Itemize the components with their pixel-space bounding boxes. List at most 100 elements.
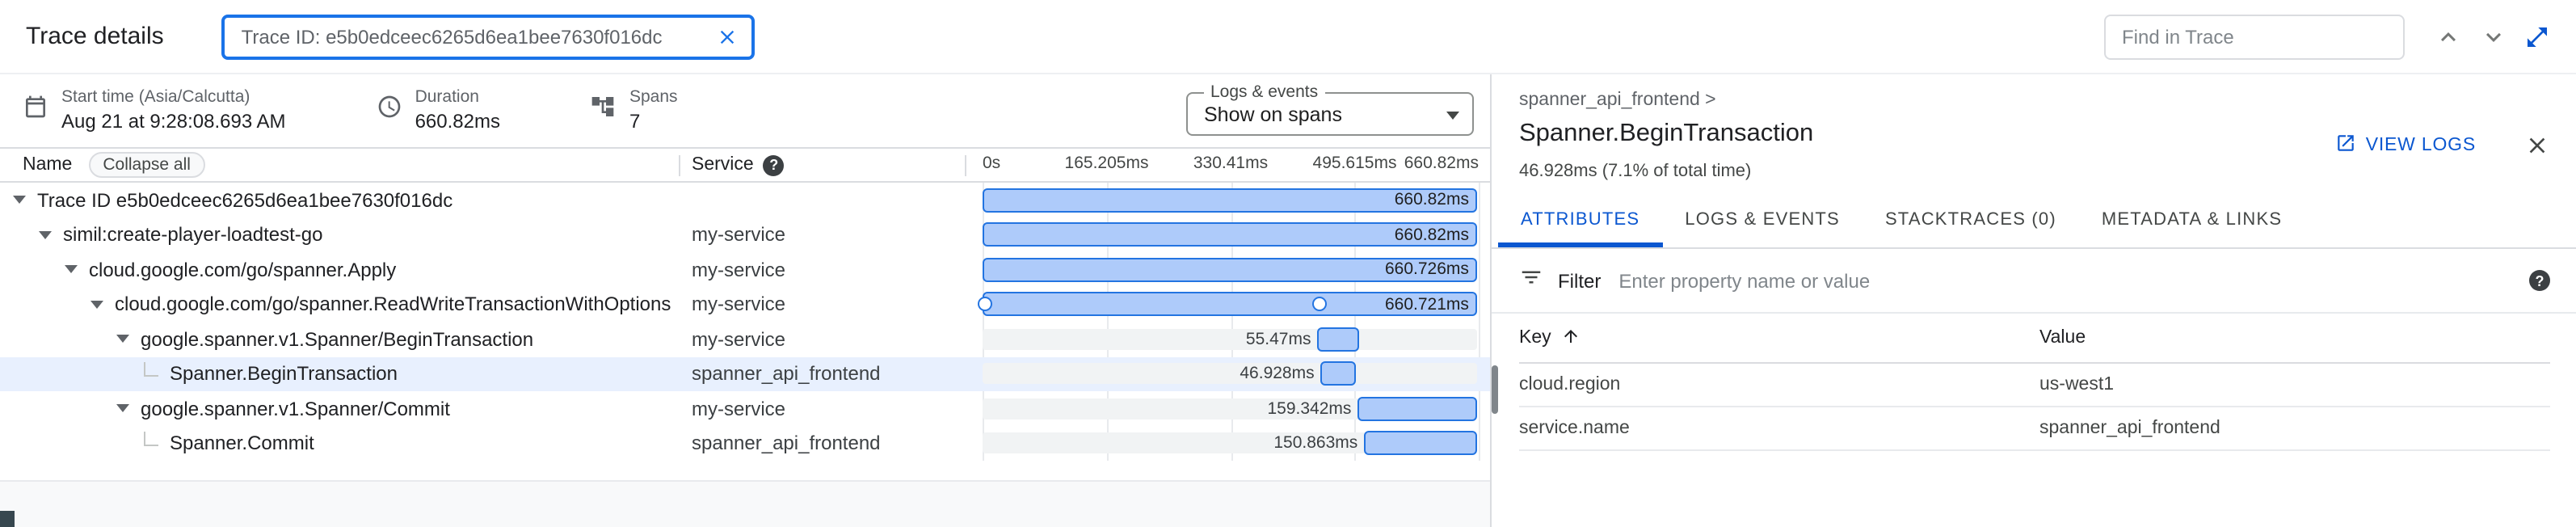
topbar-right <box>2104 14 2553 59</box>
arrow-up-icon[interactable] <box>1561 326 1581 350</box>
clear-x-icon[interactable] <box>713 22 743 51</box>
spans-value: 7 <box>629 109 641 133</box>
span-service: my-service <box>692 327 786 351</box>
trace-row[interactable]: cloud.google.com/go/spanner.Apply my-serv… <box>0 252 1490 287</box>
span-name: Trace ID e5b0edceec6265d6ea1bee7630f016d… <box>37 188 453 212</box>
trace-row[interactable]: cloud.google.com/go/spanner.ReadWriteTra… <box>0 287 1490 322</box>
start-time-value: Aug 21 at 9:28:08.693 AM <box>61 109 286 133</box>
attribute-row[interactable]: service.name spanner_api_frontend <box>1519 407 2550 451</box>
span-service: spanner_api_frontend <box>692 432 881 455</box>
event-marker-icon[interactable] <box>978 297 993 312</box>
attribute-key: cloud.region <box>1519 375 1621 394</box>
attributes-table: Key Value cloud.region us-west1 service.na… <box>1492 314 2576 451</box>
tree-connector <box>144 362 158 377</box>
collapse-caret-icon[interactable] <box>39 230 52 239</box>
span-duration-label: 660.82ms <box>1394 190 1469 210</box>
topbar: Trace details Trace ID: e5b0edceec6265d6… <box>0 0 2576 74</box>
span-bar[interactable] <box>1320 361 1357 386</box>
span-service: my-service <box>692 293 786 316</box>
span-bar[interactable]: 660.726ms <box>983 257 1477 282</box>
tab-logs-events[interactable]: LOGS & EVENTS <box>1662 196 1863 247</box>
logs-events-select[interactable]: Show on spans <box>1204 103 1459 126</box>
open-in-full-icon[interactable] <box>2521 20 2553 53</box>
collapse-caret-icon[interactable] <box>65 265 78 274</box>
attribute-row[interactable]: cloud.region us-west1 <box>1519 364 2550 407</box>
filter-icon <box>1519 264 1543 297</box>
spans-tree-icon <box>591 94 617 128</box>
timeline-gridline <box>1479 183 1480 461</box>
find-in-trace-input[interactable] <box>2104 14 2405 59</box>
name-column-header: Name <box>23 155 73 175</box>
span-name: cloud.google.com/go/spanner.ReadWriteTra… <box>115 293 671 316</box>
detail-header: spanner_api_frontend > Spanner.BeginTran… <box>1492 74 2576 181</box>
service-help-icon[interactable] <box>763 154 785 175</box>
timeline-gridline <box>1106 183 1109 461</box>
span-name: simil:create-player-loadtest-go <box>63 223 323 247</box>
span-bar[interactable] <box>1357 396 1477 421</box>
tab-metadata-links[interactable]: METADATA & LINKS <box>2079 196 2305 247</box>
span-duration-label: 159.342ms <box>1267 398 1352 419</box>
trace-row[interactable]: Spanner.Commit spanner_api_frontend 150.86… <box>0 426 1490 461</box>
span-bar[interactable]: 660.721ms <box>983 292 1477 317</box>
timeline-ruler: 0s 165.205ms 330.41ms 495.615ms 660.82ms <box>983 149 1479 181</box>
vscrollbar-thumb[interactable] <box>1492 365 1498 414</box>
attributes-table-header: Key Value <box>1519 314 2550 364</box>
collapse-caret-icon[interactable] <box>116 335 129 344</box>
service-column-header: Service <box>692 155 754 175</box>
collapse-caret-icon[interactable] <box>13 196 26 204</box>
close-x-icon[interactable] <box>2521 129 2553 162</box>
timeline-gridline <box>1231 183 1232 461</box>
span-name: google.spanner.v1.Spanner/Commit <box>141 397 450 420</box>
collapse-all-button[interactable]: Collapse all <box>88 152 205 178</box>
span-detail-subtitle: 46.928ms (7.1% of total time) <box>1519 162 1752 181</box>
trace-row[interactable]: Spanner.BeginTransaction spanner_api_fron… <box>0 356 1490 391</box>
chevron-up-icon[interactable] <box>2431 19 2466 54</box>
timeline-tick-label: 0s <box>983 154 1001 173</box>
hscrollbar-thumb[interactable] <box>0 511 15 527</box>
span-duration-label: 660.721ms <box>1385 294 1469 314</box>
collapse-caret-icon[interactable] <box>116 404 129 413</box>
span-duration-label: 660.726ms <box>1385 259 1469 280</box>
timeline-tick-label: 495.615ms <box>1312 154 1397 173</box>
trace-row[interactable]: simil:create-player-loadtest-go my-servic… <box>0 217 1490 252</box>
trace-id-search[interactable]: Trace ID: e5b0edceec6265d6ea1bee7630f016… <box>221 14 756 59</box>
attribute-value: spanner_api_frontend <box>2039 419 2220 438</box>
column-resize-handle[interactable] <box>965 155 966 176</box>
tab-attributes[interactable]: ATTRIBUTES <box>1498 196 1663 247</box>
span-bar[interactable] <box>1317 327 1359 352</box>
span-duration-label: 46.928ms <box>1240 364 1315 384</box>
span-name: cloud.google.com/go/spanner.Apply <box>89 258 397 281</box>
key-column-header[interactable]: Key <box>1519 328 1551 348</box>
filter-help-icon[interactable] <box>2529 270 2550 291</box>
collapse-caret-icon[interactable] <box>90 300 103 309</box>
trace-row[interactable]: google.spanner.v1.Spanner/BeginTransacti… <box>0 322 1490 356</box>
breadcrumb: spanner_api_frontend > <box>1519 91 1716 110</box>
filter-label: Filter <box>1558 269 1602 292</box>
event-marker-icon[interactable] <box>1311 297 1327 312</box>
span-bar[interactable]: 660.82ms <box>983 222 1477 247</box>
span-bar[interactable]: 660.82ms <box>983 188 1477 213</box>
span-name: google.spanner.v1.Spanner/BeginTransacti… <box>141 327 534 351</box>
chevron-down-icon[interactable] <box>2476 19 2511 54</box>
view-logs-button[interactable]: VIEW LOGS <box>2326 131 2486 160</box>
page-title: Trace details <box>26 23 164 50</box>
timeline-tick-label: 330.41ms <box>1193 154 1269 173</box>
span-name: Spanner.Commit <box>170 432 314 455</box>
attribute-value: us-west1 <box>2039 375 2115 394</box>
trace-row[interactable]: google.spanner.v1.Spanner/Commit my-servi… <box>0 391 1490 426</box>
span-duration-label: 55.47ms <box>1245 329 1311 349</box>
span-name: Spanner.BeginTransaction <box>170 362 398 386</box>
timeline-gridline <box>983 183 984 461</box>
gantt-header: Name Collapse all Service 0s 165.205ms 330… <box>0 149 1490 183</box>
trace-row[interactable]: Trace ID e5b0edceec6265d6ea1bee7630f016d… <box>0 183 1490 217</box>
detail-tabs: ATTRIBUTES LOGS & EVENTS STACKTRACES (0) ME… <box>1492 196 2576 249</box>
spans-label: Spans <box>629 87 678 108</box>
span-bar[interactable] <box>1364 431 1477 456</box>
main-split: Start time (Asia/Calcutta) Aug 21 at 9:2… <box>0 74 2576 527</box>
attribute-filter-input[interactable] <box>1615 268 2515 293</box>
timeline-tick-label: 165.205ms <box>1064 154 1149 173</box>
column-resize-handle[interactable] <box>679 155 680 176</box>
tab-stacktraces-0[interactable]: STACKTRACES (0) <box>1863 196 2079 247</box>
view-logs-label: VIEW LOGS <box>2365 136 2476 155</box>
